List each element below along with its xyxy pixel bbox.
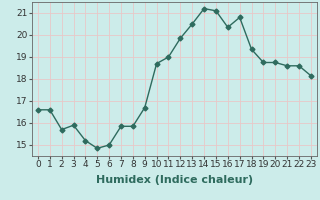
X-axis label: Humidex (Indice chaleur): Humidex (Indice chaleur) — [96, 175, 253, 185]
